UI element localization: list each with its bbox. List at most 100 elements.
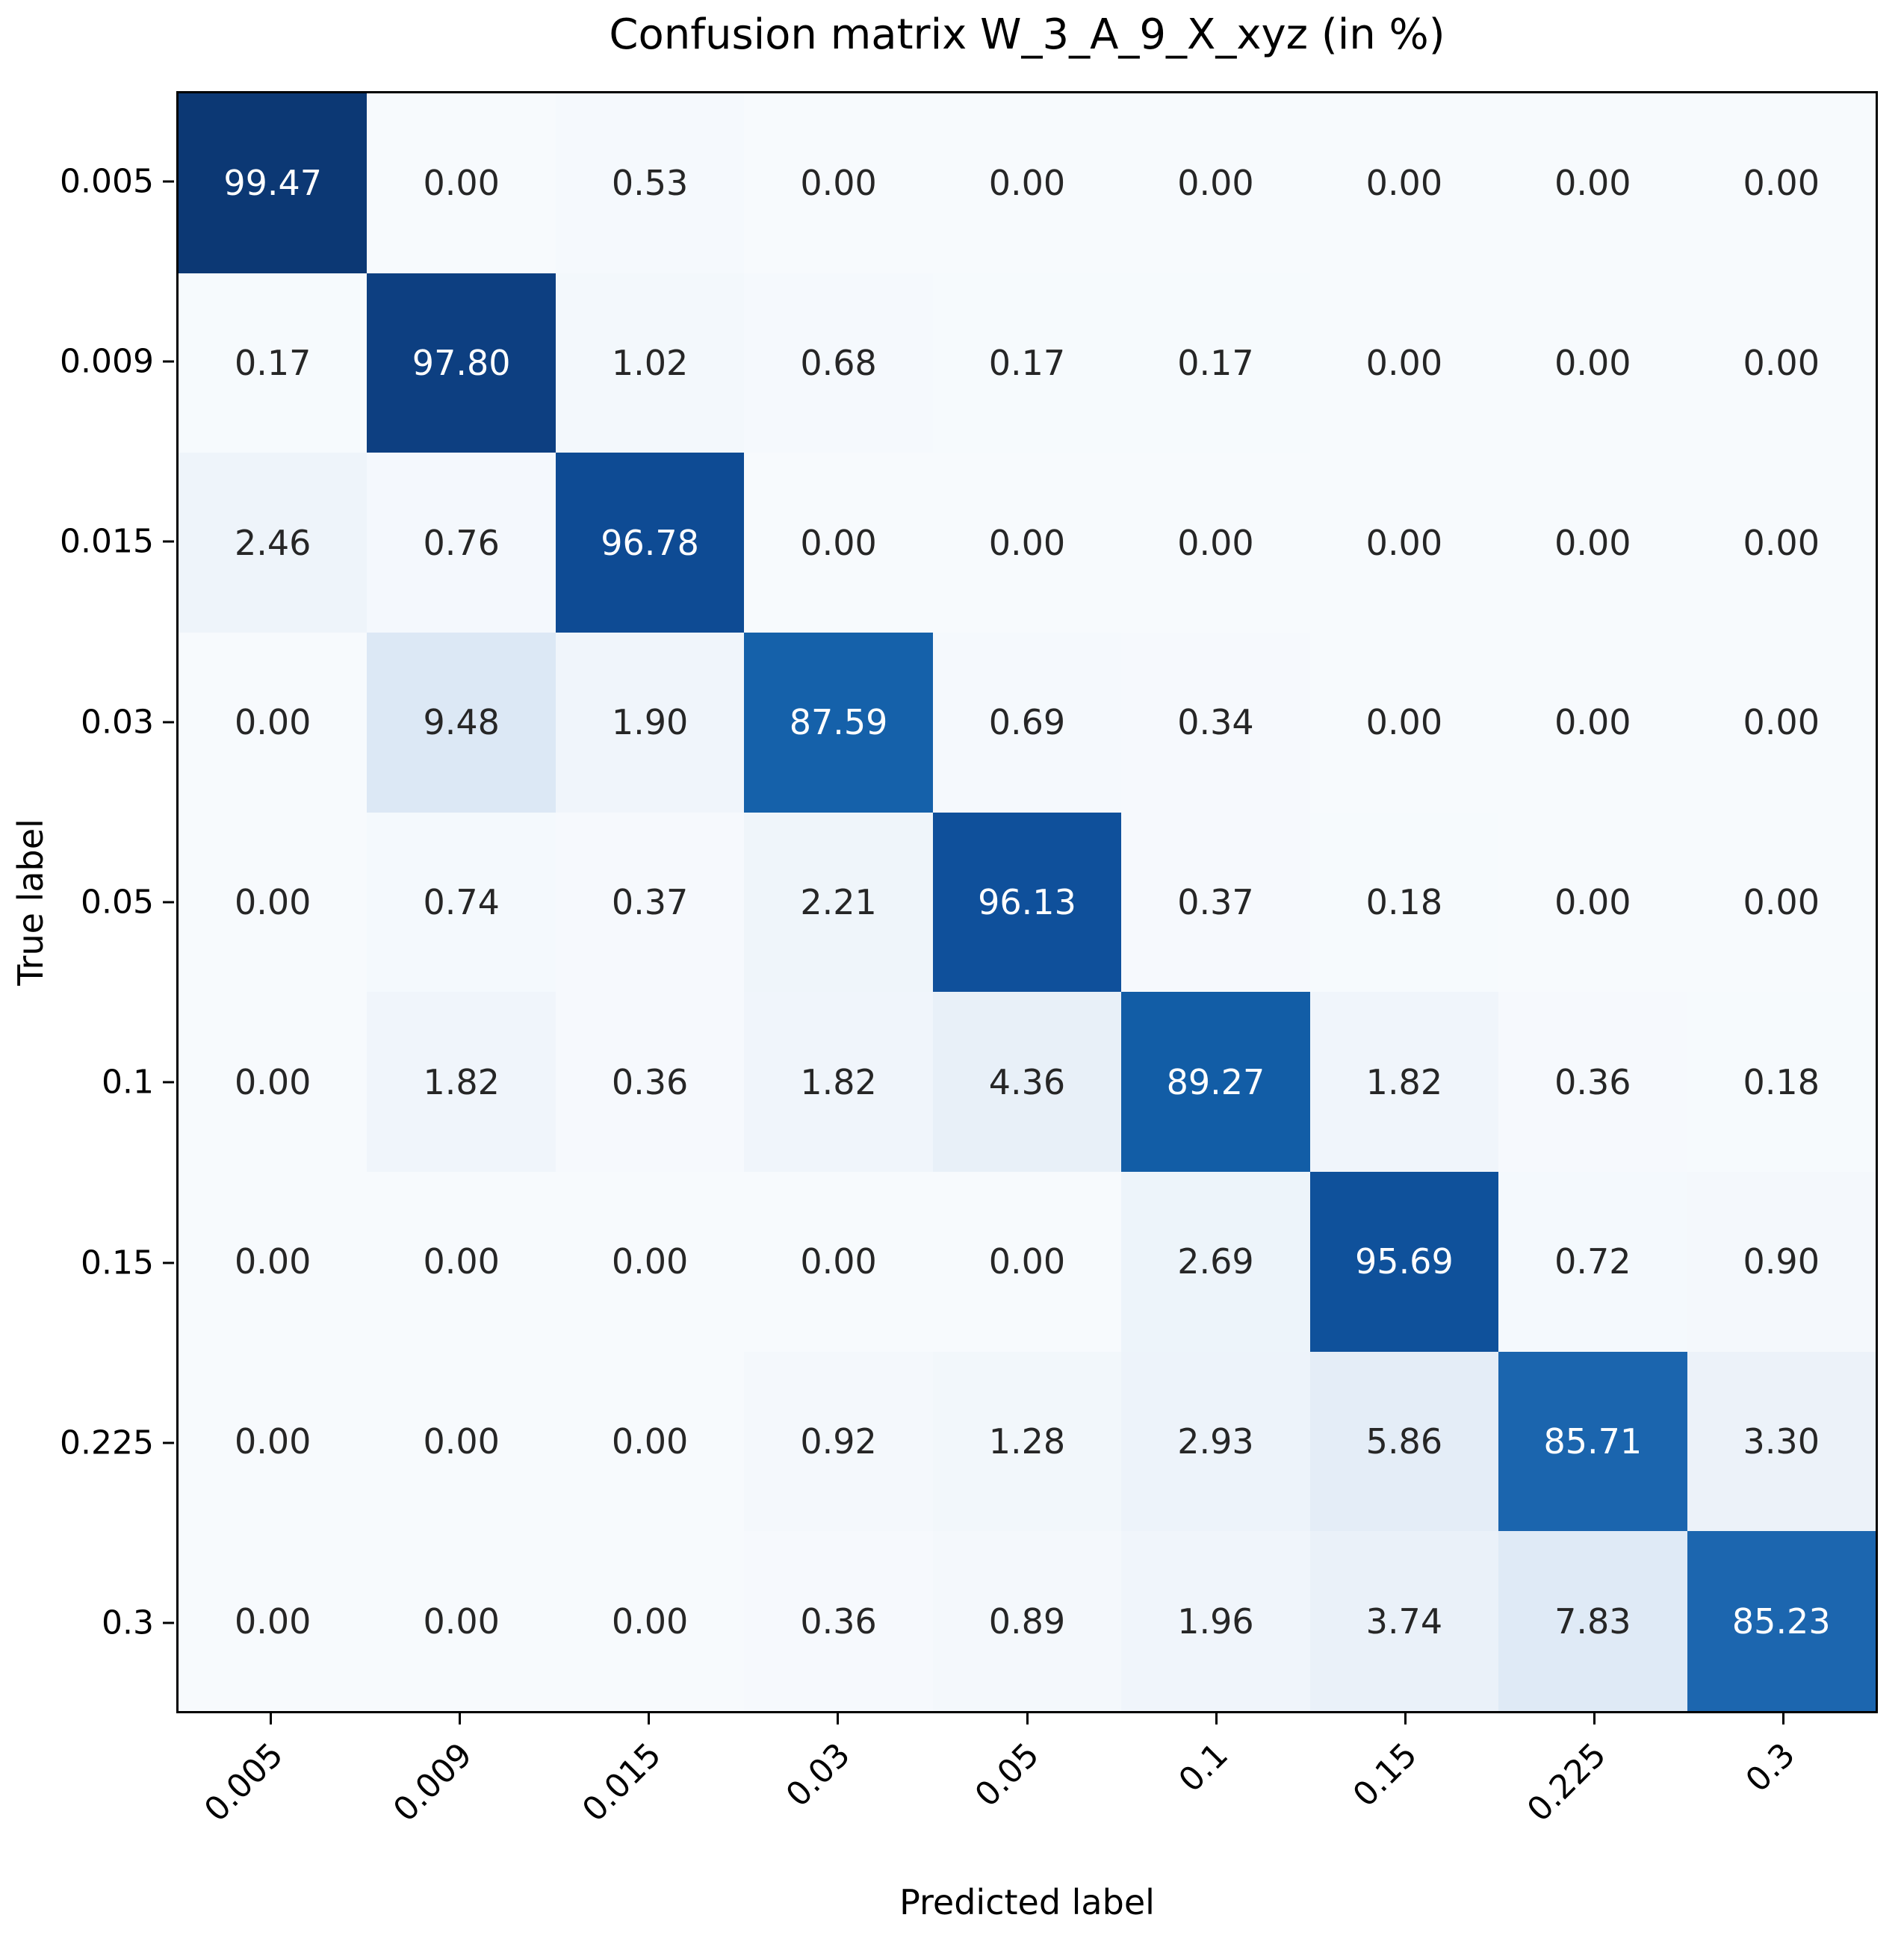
matrix-cell: 0.00 — [1309, 633, 1499, 813]
matrix-cell: 0.00 — [555, 1351, 745, 1532]
matrix-cell: 85.71 — [1498, 1351, 1687, 1532]
x-tick-mark — [1593, 1713, 1596, 1724]
matrix-cell: 4.36 — [932, 992, 1122, 1172]
matrix-cell: 2.69 — [1121, 1172, 1310, 1352]
x-tick-mark — [1215, 1713, 1218, 1724]
x-tick-label: 0.05 — [967, 1736, 1047, 1815]
matrix-cell: 0.34 — [1121, 633, 1310, 813]
heatmap-grid: 99.47 0.00 0.53 0.00 0.00 0.00 0.00 0.00 0.00 0.1… — [176, 91, 1878, 1713]
x-tick-mark — [648, 1713, 651, 1724]
matrix-cell: 0.00 — [1498, 453, 1687, 633]
matrix-cell: 1.82 — [367, 992, 556, 1172]
matrix-cell: 0.00 — [555, 1172, 745, 1352]
matrix-cell: 0.00 — [367, 93, 556, 273]
matrix-cell: 2.46 — [179, 453, 368, 633]
matrix-cell: 0.00 — [1498, 93, 1687, 273]
matrix-cell: 7.83 — [1498, 1531, 1687, 1711]
matrix-cell: 5.86 — [1309, 1351, 1499, 1532]
x-tick-mark — [1026, 1713, 1029, 1724]
matrix-cell: 0.00 — [1309, 273, 1499, 453]
matrix-cell: 0.68 — [744, 273, 933, 453]
matrix-cell: 89.27 — [1121, 992, 1310, 1172]
matrix-cell: 0.89 — [932, 1531, 1122, 1711]
matrix-cell: 1.96 — [1121, 1531, 1310, 1711]
x-tick-mark — [1781, 1713, 1784, 1724]
matrix-cell: 3.30 — [1687, 1351, 1876, 1532]
matrix-cell: 0.76 — [367, 453, 556, 633]
matrix-cell: 0.00 — [179, 1531, 368, 1711]
matrix-cell: 0.18 — [1309, 812, 1499, 993]
matrix-cell: 0.37 — [555, 812, 745, 993]
y-tick-mark — [163, 901, 174, 904]
matrix-cell: 96.13 — [932, 812, 1122, 993]
y-tick-mark — [163, 721, 174, 724]
x-tick-label: 0.015 — [574, 1736, 669, 1830]
matrix-cell: 1.02 — [555, 273, 745, 453]
x-tick-label: 0.03 — [778, 1736, 858, 1815]
y-tick-label: 0.15 — [81, 1244, 154, 1282]
matrix-cell: 96.78 — [555, 453, 745, 633]
y-tick-label: 0.05 — [81, 883, 154, 922]
y-tick-mark — [163, 1441, 174, 1444]
x-tick-mark — [270, 1713, 273, 1724]
x-axis-label: Predicted label — [899, 1882, 1155, 1922]
matrix-cell: 0.00 — [1309, 453, 1499, 633]
matrix-cell: 0.17 — [932, 273, 1122, 453]
matrix-cell: 0.00 — [179, 633, 368, 813]
matrix-cell: 0.92 — [744, 1351, 933, 1532]
matrix-cell: 0.00 — [744, 1172, 933, 1352]
chart-title: Confusion matrix W_3_A_9_X_xyz (in %) — [609, 10, 1445, 59]
x-tick-label: 0.225 — [1520, 1736, 1614, 1830]
matrix-cell: 0.00 — [744, 93, 933, 273]
matrix-cell: 9.48 — [367, 633, 556, 813]
matrix-cell: 3.74 — [1309, 1531, 1499, 1711]
y-tick-mark — [163, 1621, 174, 1624]
y-tick-label: 0.3 — [102, 1603, 154, 1642]
matrix-cell: 1.82 — [1309, 992, 1499, 1172]
matrix-cell: 0.00 — [1498, 633, 1687, 813]
matrix-cell: 0.36 — [744, 1531, 933, 1711]
matrix-cell: 85.23 — [1687, 1531, 1876, 1711]
matrix-cell: 0.00 — [932, 453, 1122, 633]
matrix-cell: 0.17 — [1121, 273, 1310, 453]
y-tick-label: 0.009 — [60, 342, 154, 381]
y-tick-label: 0.015 — [60, 522, 154, 561]
matrix-cell: 0.00 — [1687, 273, 1876, 453]
x-tick-label: 0.005 — [196, 1736, 291, 1830]
matrix-cell: 0.00 — [932, 93, 1122, 273]
matrix-cell: 87.59 — [744, 633, 933, 813]
matrix-cell: 0.00 — [744, 453, 933, 633]
y-tick-mark — [163, 1261, 174, 1264]
y-tick-mark — [163, 1081, 174, 1084]
matrix-cell: 0.37 — [1121, 812, 1310, 993]
y-tick-label: 0.005 — [60, 162, 154, 201]
matrix-cell: 1.90 — [555, 633, 745, 813]
y-tick-mark — [163, 360, 174, 363]
matrix-cell: 0.90 — [1687, 1172, 1876, 1352]
matrix-cell: 0.36 — [1498, 992, 1687, 1172]
matrix-cell: 97.80 — [367, 273, 556, 453]
matrix-cell: 0.00 — [1687, 93, 1876, 273]
matrix-cell: 0.00 — [1498, 812, 1687, 993]
matrix-cell: 0.00 — [367, 1531, 556, 1711]
matrix-cell: 0.00 — [1309, 93, 1499, 273]
y-tick-label: 0.1 — [102, 1063, 154, 1102]
matrix-cell: 0.74 — [367, 812, 556, 993]
matrix-cell: 0.00 — [932, 1172, 1122, 1352]
matrix-cell: 0.72 — [1498, 1172, 1687, 1352]
x-tick-mark — [1404, 1713, 1407, 1724]
matrix-cell: 99.47 — [179, 93, 368, 273]
matrix-cell: 0.00 — [1687, 453, 1876, 633]
y-tick-mark — [163, 180, 174, 183]
matrix-cell: 1.82 — [744, 992, 933, 1172]
matrix-cell: 0.00 — [1687, 633, 1876, 813]
x-tick-mark — [837, 1713, 840, 1724]
matrix-cell: 0.53 — [555, 93, 745, 273]
x-tick-label: 0.1 — [1171, 1736, 1236, 1800]
matrix-cell: 95.69 — [1309, 1172, 1499, 1352]
matrix-cell: 2.93 — [1121, 1351, 1310, 1532]
matrix-cell: 0.17 — [179, 273, 368, 453]
x-tick-mark — [459, 1713, 462, 1724]
matrix-cell: 0.00 — [1121, 453, 1310, 633]
